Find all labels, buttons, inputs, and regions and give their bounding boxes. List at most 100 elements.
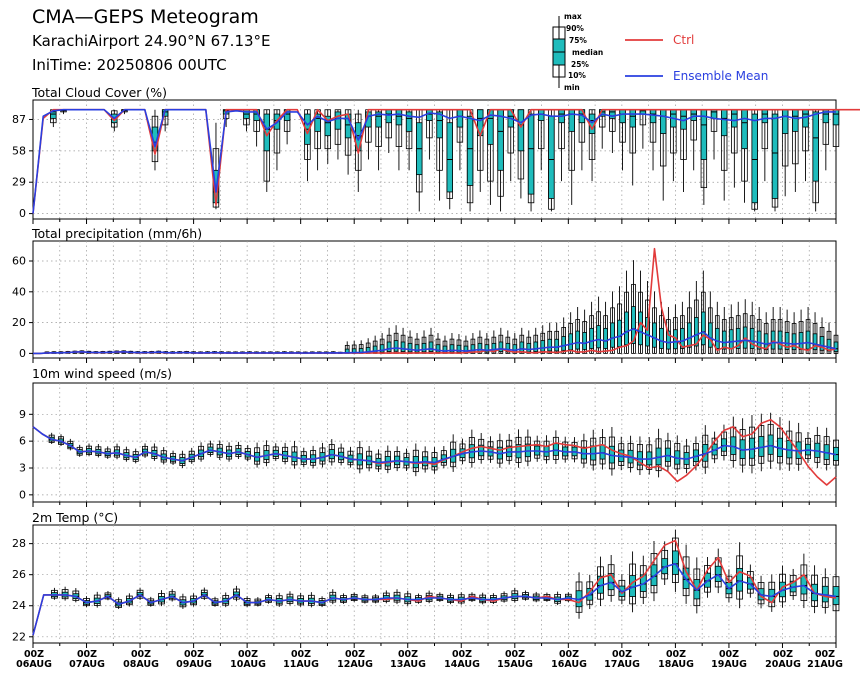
box-iqr [568, 109, 575, 132]
x-tick-label: 00Z 11AUG [283, 649, 319, 670]
box-iqr [736, 567, 743, 592]
box-iqr [741, 109, 748, 150]
legend-min-label: min [564, 83, 580, 92]
box-iqr [375, 111, 382, 128]
box-iqr [812, 333, 818, 351]
box-iqr [407, 342, 413, 353]
y-tick-label: 0 [19, 207, 26, 220]
box-iqr [771, 113, 779, 199]
box-iqr [561, 336, 566, 351]
y-tick-label: 0 [19, 488, 26, 501]
box-iqr [386, 341, 392, 352]
box-iqr [649, 109, 657, 124]
x-tick-label: 00Z 21AUG [807, 649, 843, 670]
box-iqr [701, 311, 706, 346]
box-outer [273, 109, 281, 154]
legend-ctrl-label: Ctrl [673, 33, 695, 47]
box-iqr [720, 109, 728, 137]
panel-title-wind: 10m wind speed (m/s) [32, 366, 172, 381]
box-iqr [812, 111, 819, 182]
x-tick-label: 00Z 15AUG [497, 649, 533, 670]
box-iqr [687, 322, 692, 348]
box-iqr [666, 330, 671, 350]
box-iqr [568, 333, 573, 351]
box-iqr [735, 327, 741, 349]
panel-1: 0 20 40 60 [12, 240, 839, 363]
x-tick-label: 00Z 09AUG [176, 649, 212, 670]
box-iqr [50, 111, 57, 119]
ensemble-mean-line [32, 563, 837, 636]
box-iqr [777, 330, 783, 350]
station-location: KarachiAirport 24.90°N 67.13°E [32, 32, 271, 50]
box-iqr [334, 111, 342, 130]
box-iqr [446, 122, 453, 193]
box-iqr [456, 109, 464, 128]
box-iqr [395, 109, 403, 126]
panel-title-cloud: Total Cloud Cover (%) [32, 85, 168, 100]
box-iqr [792, 109, 799, 132]
box-iqr [749, 327, 755, 349]
box-iqr [624, 311, 629, 346]
box-iqr [819, 336, 825, 351]
box-iqr [324, 115, 331, 137]
panel-0: 0 29 58 87 [12, 99, 860, 224]
box-iqr [781, 109, 789, 134]
box-iqr [610, 322, 615, 348]
box-iqr [405, 111, 413, 132]
y-tick-label: 20 [12, 316, 26, 329]
legend-median-label: median [572, 48, 604, 57]
box-iqr [751, 113, 758, 204]
box-iqr [484, 344, 490, 353]
y-tick-label: 24 [12, 599, 26, 612]
x-tick-label: 00Z 18AUG [658, 649, 694, 670]
box-iqr [833, 341, 839, 352]
box-iqr [517, 109, 525, 152]
box-iqr [707, 322, 713, 348]
box-iqr [710, 109, 718, 119]
box-iqr [497, 109, 504, 171]
y-tick-label: 40 [12, 285, 26, 298]
ensemble-mean-line [32, 108, 836, 214]
y-tick-label: 6 [19, 435, 26, 448]
box-iqr [466, 115, 474, 186]
chart-title: CMA—GEPS Meteogram [32, 6, 259, 28]
box-iqr [761, 109, 769, 124]
box-iqr [540, 340, 546, 352]
box-iqr [767, 434, 774, 455]
box-iqr [728, 329, 734, 350]
legend-25-label: 25% [571, 60, 589, 69]
x-tick-label: 00Z 06AUG [16, 649, 52, 670]
y-tick-label: 58 [12, 144, 26, 157]
legend-90-label: 90% [566, 24, 584, 33]
x-tick-label: 00Z 13AUG [390, 649, 426, 670]
panel-2: 0 3 6 9 [19, 382, 839, 507]
box-iqr [575, 330, 580, 350]
box-iqr [596, 325, 601, 349]
box-iqr [426, 109, 433, 121]
box-iqr [421, 342, 427, 353]
box-iqr [660, 109, 667, 134]
box-iqr [428, 341, 434, 352]
box-iqr [798, 332, 804, 350]
box-iqr [314, 113, 321, 132]
x-tick-label: 00Z 17AUG [604, 649, 640, 670]
box-iqr [690, 109, 697, 121]
box-iqr [533, 341, 539, 352]
box-iqr [582, 332, 587, 350]
box-iqr [619, 109, 626, 124]
legend-75-label: 75% [569, 36, 587, 45]
y-tick-label: 0 [19, 347, 26, 360]
box-iqr [609, 109, 616, 119]
box-iqr [721, 330, 727, 350]
box-iqr [731, 109, 738, 128]
box-iqr [385, 109, 392, 124]
box-iqr [694, 317, 699, 347]
legend [552, 16, 663, 88]
ensemble-mean-line [33, 328, 837, 355]
x-tick-label: 00Z 16AUG [551, 649, 587, 670]
x-tick-label: 00Z 07AUG [69, 649, 105, 670]
legend-mean-label: Ensemble Mean [673, 69, 769, 83]
init-time: IniTime: 20250806 00UTC [32, 56, 227, 74]
panel-3: 22 24 26 28 [12, 524, 840, 648]
y-tick-label: 29 [12, 176, 26, 189]
